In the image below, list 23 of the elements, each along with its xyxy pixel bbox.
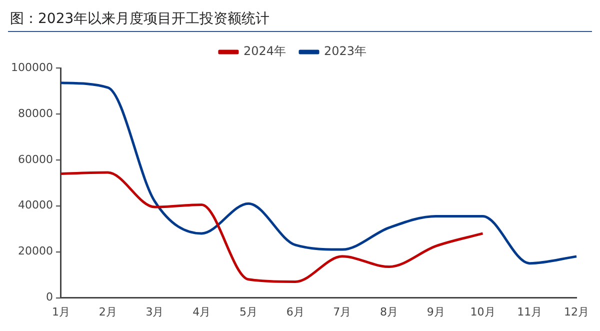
y-tick-label: 20000 (18, 244, 53, 258)
chart-title: 图：2023年以来月度项目开工投资额统计 (8, 8, 592, 32)
x-tick-label: 5月 (239, 305, 258, 318)
x-tick-label: 6月 (286, 305, 304, 318)
y-tick-label: 60000 (18, 152, 53, 166)
x-tick-label: 12月 (564, 305, 589, 318)
x-tick-label: 8月 (380, 305, 398, 318)
x-tick-label: 10月 (470, 305, 496, 318)
line-series (60, 171, 484, 283)
x-tick-label: 2月 (98, 305, 117, 318)
y-tick-label: 100000 (10, 60, 53, 74)
legend-label: 2023年 (324, 44, 367, 58)
x-tick-label: 3月 (146, 305, 164, 318)
y-tick-label: 80000 (18, 106, 53, 120)
x-tick-label: 9月 (426, 305, 445, 318)
x-tick-label: 11月 (517, 305, 542, 318)
y-tick-label: 40000 (18, 198, 53, 212)
x-tick-label: 4月 (192, 305, 211, 318)
x-tick-label: 7月 (333, 305, 352, 318)
x-tick-label: 1月 (52, 305, 70, 318)
legend-label: 2024年 (243, 44, 286, 58)
line-series (60, 82, 578, 265)
y-tick-label: 0 (46, 290, 53, 304)
